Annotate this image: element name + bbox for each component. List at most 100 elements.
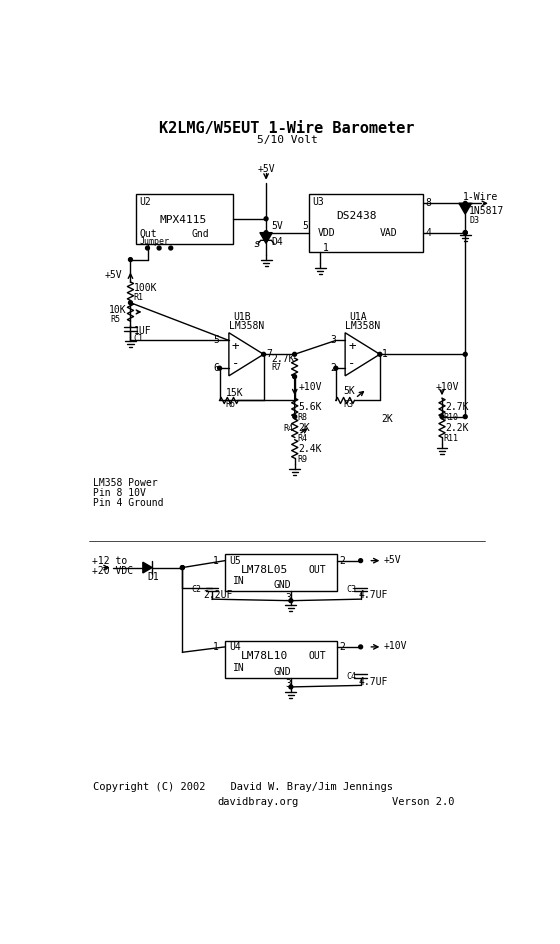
Text: D4: D4 (272, 237, 283, 247)
Text: R1: R1 (133, 293, 143, 302)
Text: 5K: 5K (344, 386, 356, 396)
Circle shape (264, 230, 268, 234)
Text: IN: IN (233, 663, 245, 673)
Text: R4: R4 (283, 424, 293, 432)
Text: -: - (348, 357, 356, 370)
Polygon shape (260, 232, 272, 244)
Text: LM358N: LM358N (345, 321, 380, 330)
Circle shape (146, 246, 150, 250)
Circle shape (289, 685, 293, 689)
Text: 1: 1 (323, 243, 329, 253)
Text: 2.2K: 2.2K (445, 423, 469, 433)
Text: C1: C1 (133, 334, 143, 344)
Text: 2.4K: 2.4K (298, 444, 322, 454)
Text: 5: 5 (214, 335, 220, 346)
Text: OUT: OUT (309, 651, 326, 661)
Text: 1: 1 (213, 642, 219, 652)
Text: 3: 3 (286, 679, 291, 689)
Text: 2K: 2K (298, 423, 310, 433)
Text: 4.7UF: 4.7UF (358, 677, 388, 686)
Circle shape (334, 366, 338, 370)
Circle shape (463, 352, 467, 356)
Text: +: + (348, 340, 356, 353)
Text: U5: U5 (229, 556, 241, 565)
Text: IN: IN (233, 577, 245, 586)
Text: DS2438: DS2438 (336, 211, 376, 221)
Bar (136, 194, 233, 244)
Circle shape (128, 301, 132, 305)
Circle shape (359, 645, 362, 649)
Text: 1: 1 (382, 349, 388, 360)
Circle shape (463, 201, 467, 205)
Text: U1B: U1B (233, 312, 250, 322)
Text: davidbray.org: davidbray.org (217, 798, 298, 807)
Text: -: - (232, 357, 240, 370)
Circle shape (180, 565, 184, 569)
Text: U4: U4 (229, 642, 241, 652)
Circle shape (463, 230, 467, 234)
Text: C4: C4 (347, 671, 357, 681)
Text: LM78L05: LM78L05 (240, 565, 288, 575)
Text: Jumper: Jumper (140, 237, 170, 246)
Text: U2: U2 (140, 197, 152, 207)
Text: R5: R5 (110, 315, 120, 324)
Text: Copyright (C) 2002    David W. Bray/Jim Jennings: Copyright (C) 2002 David W. Bray/Jim Jen… (94, 782, 393, 792)
Text: 3: 3 (286, 593, 291, 602)
Text: 2: 2 (340, 556, 346, 565)
Text: K2LMG/W5EUT 1-Wire Barometer: K2LMG/W5EUT 1-Wire Barometer (159, 121, 415, 136)
Circle shape (293, 352, 297, 356)
Text: +5V: +5V (384, 555, 402, 565)
Circle shape (293, 414, 297, 418)
Text: Verson 2.0: Verson 2.0 (391, 798, 454, 807)
Text: R7: R7 (272, 362, 281, 372)
Text: +20 VDC: +20 VDC (92, 566, 133, 577)
Text: 10K: 10K (109, 306, 127, 315)
Text: 4.7UF: 4.7UF (358, 590, 388, 600)
Text: GND: GND (273, 666, 291, 677)
Text: LM358N: LM358N (229, 321, 264, 330)
Circle shape (440, 414, 444, 418)
Text: 2K: 2K (381, 414, 393, 424)
Text: +12 to: +12 to (92, 556, 127, 566)
Text: 5V: 5V (272, 222, 283, 231)
Text: +: + (232, 340, 240, 353)
Circle shape (289, 598, 293, 602)
Text: D3: D3 (469, 216, 479, 225)
Circle shape (293, 375, 297, 379)
Circle shape (264, 217, 268, 221)
Text: R8: R8 (297, 413, 307, 422)
Text: LM358 Power: LM358 Power (94, 478, 158, 488)
Text: OUT: OUT (309, 565, 326, 575)
Text: 100K: 100K (133, 283, 157, 293)
Text: +10V: +10V (298, 382, 322, 393)
Text: 8: 8 (426, 198, 432, 209)
Text: 5: 5 (302, 222, 309, 231)
Bar (225, 641, 337, 678)
Text: MPX4115: MPX4115 (159, 214, 207, 225)
Text: +10V: +10V (384, 641, 407, 651)
Text: R11: R11 (444, 433, 459, 443)
Text: C3: C3 (347, 585, 357, 595)
Text: R9: R9 (297, 454, 307, 464)
Text: LM78L10: LM78L10 (240, 651, 288, 661)
Text: Gnd: Gnd (192, 229, 209, 239)
Text: U3: U3 (312, 197, 324, 207)
Text: VAD: VAD (380, 228, 398, 238)
Text: R4: R4 (297, 433, 307, 443)
Circle shape (359, 559, 362, 563)
Text: 1-Wire: 1-Wire (463, 193, 498, 202)
Text: +5V: +5V (105, 270, 123, 280)
Text: +10V: +10V (436, 382, 459, 393)
Text: Pin 4 Ground: Pin 4 Ground (94, 497, 164, 508)
Text: Pin 8 10V: Pin 8 10V (94, 488, 146, 497)
Text: U1A: U1A (349, 312, 367, 322)
Text: 4: 4 (426, 228, 432, 238)
Polygon shape (459, 203, 472, 214)
Text: Out: Out (140, 229, 157, 239)
Circle shape (262, 352, 265, 356)
Text: 1UF: 1UF (133, 327, 151, 336)
Text: 7: 7 (266, 349, 272, 360)
Bar (225, 554, 337, 592)
Text: R10: R10 (444, 413, 459, 422)
Text: 3: 3 (330, 335, 336, 346)
